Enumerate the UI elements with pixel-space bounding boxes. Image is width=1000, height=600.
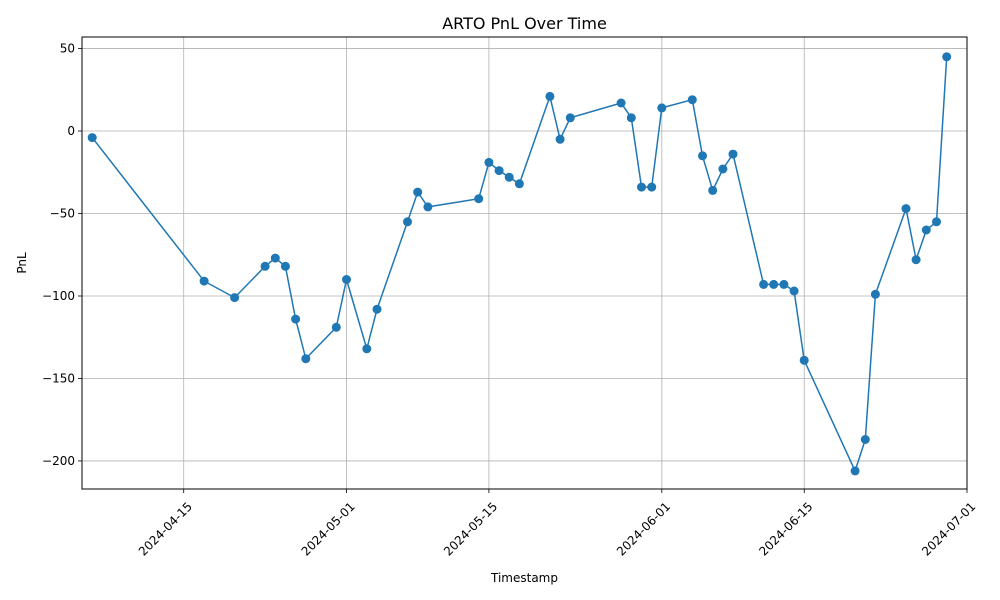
data-point xyxy=(799,355,809,365)
data-point xyxy=(545,91,555,101)
data-point xyxy=(759,279,769,289)
data-point xyxy=(331,322,341,332)
data-point xyxy=(260,261,270,271)
data-point xyxy=(708,185,718,195)
data-point xyxy=(901,204,911,214)
y-tick-label: 0 xyxy=(67,124,75,138)
data-point xyxy=(504,172,514,182)
data-point xyxy=(230,293,240,303)
data-point xyxy=(698,151,707,161)
data-point xyxy=(413,187,423,197)
data-point xyxy=(484,157,494,167)
data-point xyxy=(474,194,484,204)
y-tick-label: −100 xyxy=(42,289,75,303)
data-point xyxy=(860,435,870,444)
y-axis-label: PnL xyxy=(15,252,29,274)
data-point xyxy=(301,354,311,364)
y-tick-label: −50 xyxy=(50,207,75,221)
data-point xyxy=(850,466,860,476)
data-point xyxy=(911,255,921,265)
y-axis-ticks: 50 0 −50 −100 −150 −200 xyxy=(42,42,82,468)
data-point xyxy=(403,217,412,227)
y-tick-label: −200 xyxy=(42,454,75,468)
data-point xyxy=(342,275,351,284)
x-axis-label: Timestamp xyxy=(490,571,558,585)
data-point xyxy=(626,113,636,123)
data-point xyxy=(769,279,779,289)
data-point xyxy=(87,133,97,143)
data-point xyxy=(423,202,433,212)
chart-title: ARTO PnL Over Time xyxy=(442,14,607,33)
plot-area-frame xyxy=(81,36,968,490)
data-point xyxy=(789,286,799,296)
data-point xyxy=(637,182,646,192)
data-point xyxy=(942,52,952,62)
data-point xyxy=(372,304,382,314)
y-tick-label: 50 xyxy=(60,42,75,56)
data-point xyxy=(514,179,524,189)
data-point xyxy=(687,95,697,105)
y-tick-label: −150 xyxy=(42,371,75,385)
data-point xyxy=(494,166,504,176)
data-point xyxy=(779,279,789,289)
data-point xyxy=(199,276,209,286)
data-point xyxy=(657,103,667,113)
series-line-layer xyxy=(91,56,948,473)
series-marker-layer xyxy=(87,52,952,476)
data-point xyxy=(870,289,880,299)
data-point xyxy=(616,98,626,108)
data-point xyxy=(718,164,728,174)
data-point xyxy=(647,182,657,192)
data-point xyxy=(728,149,738,159)
data-point xyxy=(921,225,931,235)
data-point xyxy=(565,113,575,123)
data-point xyxy=(280,261,290,271)
data-point xyxy=(270,253,280,263)
data-point xyxy=(362,344,372,354)
data-point xyxy=(555,134,565,144)
data-point xyxy=(932,217,941,227)
data-point xyxy=(291,314,301,324)
series-line xyxy=(91,56,948,473)
